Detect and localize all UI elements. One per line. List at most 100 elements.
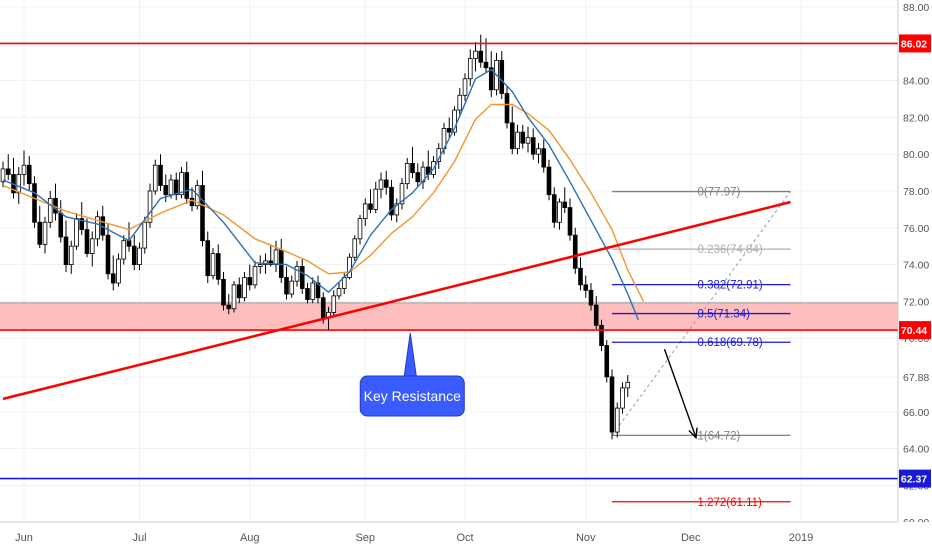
candle-body — [509, 122, 515, 150]
time-tick-label: Dec — [681, 532, 701, 544]
price-tick-label: 84.00 — [903, 76, 929, 88]
rising-trendline[interactable] — [2, 200, 791, 401]
candle-body — [89, 238, 95, 254]
time-tick-label: Sep — [355, 532, 375, 544]
candle-body — [399, 183, 405, 205]
candle-body — [467, 58, 473, 80]
candle-body — [530, 137, 536, 155]
moving-averages — [2, 68, 645, 321]
candle-body — [95, 216, 100, 240]
candle-body — [5, 168, 11, 175]
candle-body — [231, 284, 237, 310]
candle-body — [142, 221, 148, 249]
candle-body — [126, 240, 132, 247]
candle-body — [131, 245, 137, 265]
candle-body — [210, 253, 216, 277]
candle-body — [37, 221, 43, 245]
trendline[interactable] — [2, 200, 791, 401]
candle-body — [179, 172, 184, 196]
price-tick-label: 76.00 — [903, 223, 929, 235]
candle-body — [147, 190, 153, 223]
candle-body — [578, 267, 583, 286]
candle-body — [478, 50, 484, 63]
candle-body — [446, 128, 452, 133]
key-zone-low-badge-label: 70.44 — [901, 325, 927, 337]
fib-level-label: 0.5(71.34) — [698, 309, 751, 321]
candle-body — [604, 345, 610, 378]
resistance-high-badge — [899, 34, 931, 53]
horizontal-levels[interactable] — [0, 42, 898, 480]
key-zone-low-badge — [899, 321, 931, 340]
time-tick-label: Nov — [576, 532, 596, 544]
candle-body — [16, 174, 22, 194]
candle-body — [352, 238, 358, 258]
fib-level-label: 1(64.72) — [698, 430, 741, 442]
price-tick-label: 82.00 — [903, 112, 929, 124]
candle-body — [26, 164, 32, 185]
candle-body — [68, 245, 74, 265]
candle-body — [357, 218, 363, 240]
candle-body — [320, 297, 326, 319]
candle-body — [473, 50, 478, 59]
candle-body — [289, 280, 295, 295]
candle-body — [189, 197, 195, 207]
price-badges: 86.02 70.44 62.37 — [899, 34, 931, 488]
time-axis[interactable]: Jun Jul Aug Sep Oct Nov Dec 2019 — [0, 521, 932, 550]
candle-body — [504, 93, 510, 124]
candle-body — [415, 172, 421, 183]
time-tick-label: Aug — [240, 532, 260, 544]
candle-body — [499, 59, 505, 94]
candle-body — [173, 179, 179, 196]
price-tick-label: 78.00 — [903, 186, 929, 198]
candle-body — [79, 218, 85, 231]
candle-body — [215, 253, 221, 280]
candle-body — [410, 162, 415, 173]
candle-body — [625, 381, 631, 389]
candle-body — [310, 282, 316, 300]
candle-body — [520, 131, 526, 144]
candle-body — [110, 273, 116, 284]
arrow-shaft — [663, 349, 697, 438]
candle-body — [168, 179, 174, 196]
price-tick-label: 66.00 — [903, 407, 929, 419]
price-axis[interactable]: 88.0086.0084.0082.0080.0078.0076.0074.00… — [897, 0, 932, 550]
candle-body — [567, 207, 573, 236]
candle-body — [257, 264, 263, 267]
callout-text: Key Resistance — [364, 388, 461, 404]
candle-body — [158, 164, 163, 186]
candle-body — [336, 288, 342, 297]
candle-body — [614, 407, 620, 433]
price-tick-label: 64.00 — [903, 444, 929, 456]
ema-fast-line — [2, 68, 639, 321]
candle-body — [226, 304, 232, 310]
candle-body — [583, 284, 589, 291]
candle-body — [63, 236, 69, 266]
candle-body — [362, 203, 368, 220]
time-tick-label: Jun — [15, 532, 33, 544]
candle-body — [373, 188, 379, 210]
fib-level-label: 1.272(61.11) — [698, 497, 763, 509]
candle-body — [331, 295, 337, 313]
resistance-high-badge-label: 86.02 — [901, 38, 927, 50]
candle-body — [404, 162, 410, 185]
projection-arrow[interactable] — [663, 349, 698, 440]
price-tick-label: 88.00 — [903, 2, 929, 14]
time-tick-label: Jul — [132, 532, 146, 544]
candle-body — [32, 183, 37, 223]
candle-body — [541, 148, 547, 168]
candle-body — [620, 387, 625, 409]
candle-body — [588, 289, 594, 306]
time-tick-label: 2019 — [789, 532, 813, 544]
price-axis-bg — [898, 0, 932, 550]
candle-body — [394, 203, 400, 216]
candle-body — [116, 258, 121, 284]
time-tick-label: Oct — [456, 532, 473, 544]
callout-box[interactable] — [359, 375, 465, 417]
fibonacci-retracement[interactable]: 0(77.97) 0.236(74.84) 0.382(72.91) 0.5(71.3… — [611, 187, 791, 509]
time-axis-bg — [0, 522, 932, 550]
key-resistance-callout[interactable]: Key Resistance — [359, 333, 465, 417]
candle-body — [462, 78, 468, 96]
candle-body — [488, 67, 494, 91]
